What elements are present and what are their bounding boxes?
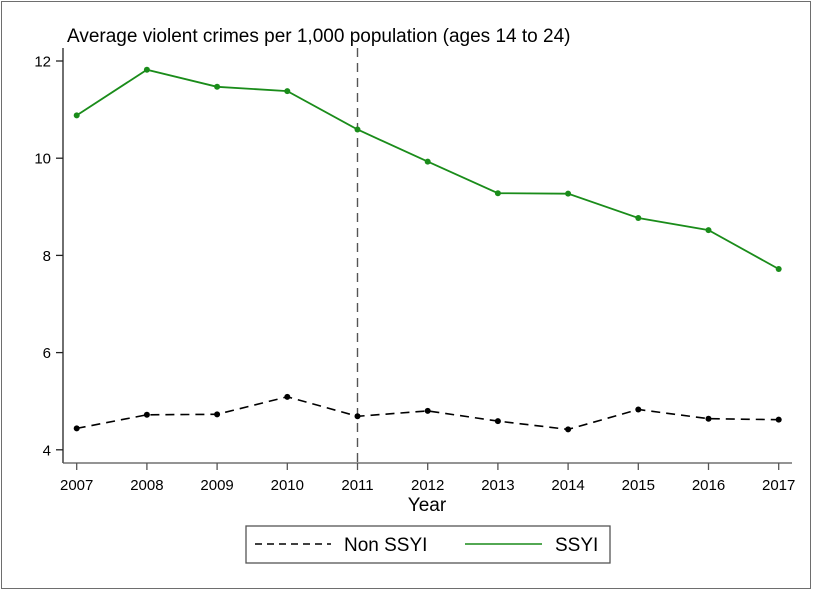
data-point-ssyi (284, 88, 291, 95)
y-tick-label: 6 (43, 345, 51, 362)
x-axis-title: Year (408, 495, 447, 516)
x-tick-label: 2010 (271, 477, 304, 494)
data-point-ssyi (354, 126, 361, 133)
data-point-non-ssyi (424, 407, 431, 414)
legend: Non SSYI SSYI (245, 525, 611, 564)
y-tick-label: 4 (43, 442, 51, 459)
data-point-non-ssyi (705, 415, 712, 422)
data-point-non-ssyi (494, 418, 501, 425)
series-group (73, 66, 782, 433)
y-tick-label: 8 (43, 248, 51, 265)
legend-label-ssyi: SSYI (555, 535, 598, 556)
x-tick-label: 2013 (481, 477, 514, 494)
x-tick-label: 2008 (130, 477, 163, 494)
data-point-non-ssyi (354, 413, 361, 420)
y-tick-label: 10 (34, 151, 51, 168)
data-point-ssyi (143, 66, 150, 73)
data-point-ssyi (73, 112, 80, 119)
data-point-ssyi (775, 266, 782, 273)
x-tick-label: 2007 (60, 477, 93, 494)
data-point-non-ssyi (284, 393, 291, 400)
data-point-ssyi (214, 83, 221, 90)
data-point-ssyi (705, 227, 712, 234)
x-tick-label: 2011 (341, 477, 373, 494)
x-ticks: 2007 2008 2009 2010 2011 2012 2013 2014 2015 2016… (60, 463, 795, 494)
data-point-ssyi (565, 190, 572, 197)
y-ticks: 4 6 8 10 12 (34, 54, 63, 459)
legend-label-non-ssyi: Non SSYI (344, 535, 427, 556)
chart-title: Average violent crimes per 1,000 populat… (67, 26, 570, 47)
x-tick-label: 2015 (622, 477, 655, 494)
axes (62, 48, 792, 464)
data-point-ssyi (424, 158, 431, 165)
data-point-non-ssyi (73, 425, 80, 432)
data-point-ssyi (494, 190, 501, 197)
data-point-non-ssyi (635, 406, 642, 413)
x-tick-label: 2009 (200, 477, 233, 494)
x-tick-label: 2012 (411, 477, 444, 494)
data-point-ssyi (635, 214, 642, 221)
data-point-non-ssyi (214, 411, 221, 418)
x-tick-label: 2016 (692, 477, 725, 494)
x-tick-label: 2017 (762, 477, 795, 494)
x-tick-label: 2014 (551, 477, 584, 494)
series-line-ssyi (76, 68, 780, 270)
y-tick-label: 12 (34, 54, 51, 71)
data-point-non-ssyi (775, 416, 782, 423)
data-point-non-ssyi (143, 411, 150, 418)
data-point-non-ssyi (565, 426, 572, 433)
